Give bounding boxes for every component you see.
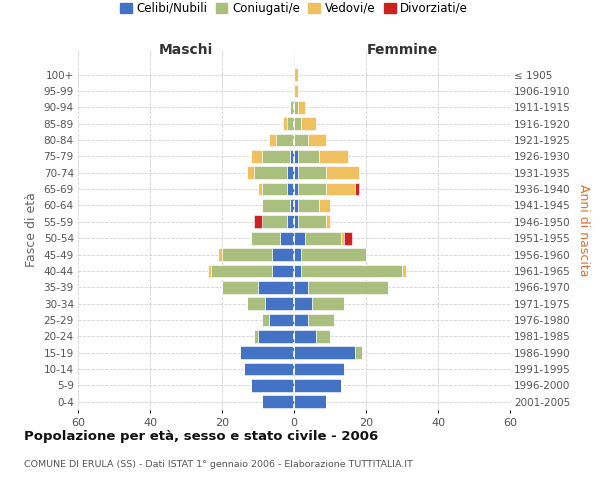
Text: Maschi: Maschi	[159, 42, 213, 56]
Bar	[294, 314, 308, 326]
Bar	[312, 298, 344, 310]
Bar	[294, 166, 298, 179]
Legend: Celibi/Nubili, Coniugati/e, Vedovi/e, Divorziati/e: Celibi/Nubili, Coniugati/e, Vedovi/e, Di…	[116, 0, 472, 18]
Bar	[294, 248, 301, 261]
Bar	[301, 118, 316, 130]
Bar	[244, 362, 294, 376]
Bar	[294, 396, 326, 408]
Bar	[308, 134, 326, 146]
Bar	[326, 166, 359, 179]
Bar	[262, 182, 287, 196]
Bar	[298, 150, 319, 162]
Bar	[294, 281, 308, 293]
Bar	[262, 199, 290, 212]
Bar	[254, 166, 287, 179]
Bar	[222, 248, 272, 261]
Bar	[262, 216, 287, 228]
Bar	[290, 199, 294, 212]
Text: Femmine: Femmine	[367, 42, 437, 56]
Bar	[272, 248, 294, 261]
Bar	[294, 101, 298, 114]
Bar	[294, 330, 316, 342]
Bar	[280, 232, 294, 244]
Bar	[265, 298, 294, 310]
Bar	[326, 182, 355, 196]
Bar	[305, 232, 341, 244]
Text: COMUNE DI ERULA (SS) - Dati ISTAT 1° gennaio 2006 - Elaborazione TUTTITALIA.IT: COMUNE DI ERULA (SS) - Dati ISTAT 1° gen…	[24, 460, 413, 469]
Bar	[294, 379, 341, 392]
Bar	[294, 84, 298, 98]
Bar	[240, 346, 294, 359]
Bar	[218, 248, 222, 261]
Text: Popolazione per età, sesso e stato civile - 2006: Popolazione per età, sesso e stato civil…	[24, 430, 378, 443]
Bar	[308, 314, 334, 326]
Bar	[287, 182, 294, 196]
Bar	[341, 232, 344, 244]
Bar	[211, 264, 272, 278]
Bar	[262, 396, 294, 408]
Bar	[308, 281, 388, 293]
Bar	[272, 264, 294, 278]
Bar	[294, 150, 298, 162]
Bar	[294, 68, 298, 81]
Y-axis label: Anni di nascita: Anni di nascita	[577, 184, 590, 276]
Y-axis label: Fasce di età: Fasce di età	[25, 192, 38, 268]
Bar	[269, 134, 276, 146]
Bar	[258, 182, 262, 196]
Bar	[254, 330, 258, 342]
Bar	[355, 346, 362, 359]
Bar	[222, 281, 258, 293]
Bar	[319, 150, 348, 162]
Bar	[251, 150, 262, 162]
Bar	[298, 216, 326, 228]
Bar	[294, 298, 312, 310]
Bar	[294, 134, 308, 146]
Bar	[247, 298, 265, 310]
Bar	[254, 216, 262, 228]
Bar	[290, 101, 294, 114]
Bar	[298, 166, 326, 179]
Bar	[251, 232, 280, 244]
Bar	[294, 118, 301, 130]
Bar	[269, 314, 294, 326]
Bar	[251, 379, 294, 392]
Bar	[298, 199, 319, 212]
Bar	[301, 248, 366, 261]
Bar	[319, 199, 330, 212]
Bar	[290, 150, 294, 162]
Bar	[287, 216, 294, 228]
Bar	[287, 166, 294, 179]
Bar	[262, 314, 269, 326]
Bar	[208, 264, 211, 278]
Bar	[326, 216, 330, 228]
Bar	[276, 134, 294, 146]
Bar	[294, 346, 355, 359]
Bar	[287, 118, 294, 130]
Bar	[294, 264, 301, 278]
Bar	[262, 150, 290, 162]
Bar	[355, 182, 359, 196]
Bar	[247, 166, 254, 179]
Bar	[294, 232, 305, 244]
Bar	[283, 118, 287, 130]
Bar	[258, 281, 294, 293]
Bar	[294, 199, 298, 212]
Bar	[298, 182, 326, 196]
Bar	[402, 264, 406, 278]
Bar	[344, 232, 352, 244]
Bar	[294, 182, 298, 196]
Bar	[258, 330, 294, 342]
Bar	[294, 216, 298, 228]
Bar	[294, 362, 344, 376]
Bar	[316, 330, 330, 342]
Bar	[301, 264, 402, 278]
Bar	[298, 101, 305, 114]
